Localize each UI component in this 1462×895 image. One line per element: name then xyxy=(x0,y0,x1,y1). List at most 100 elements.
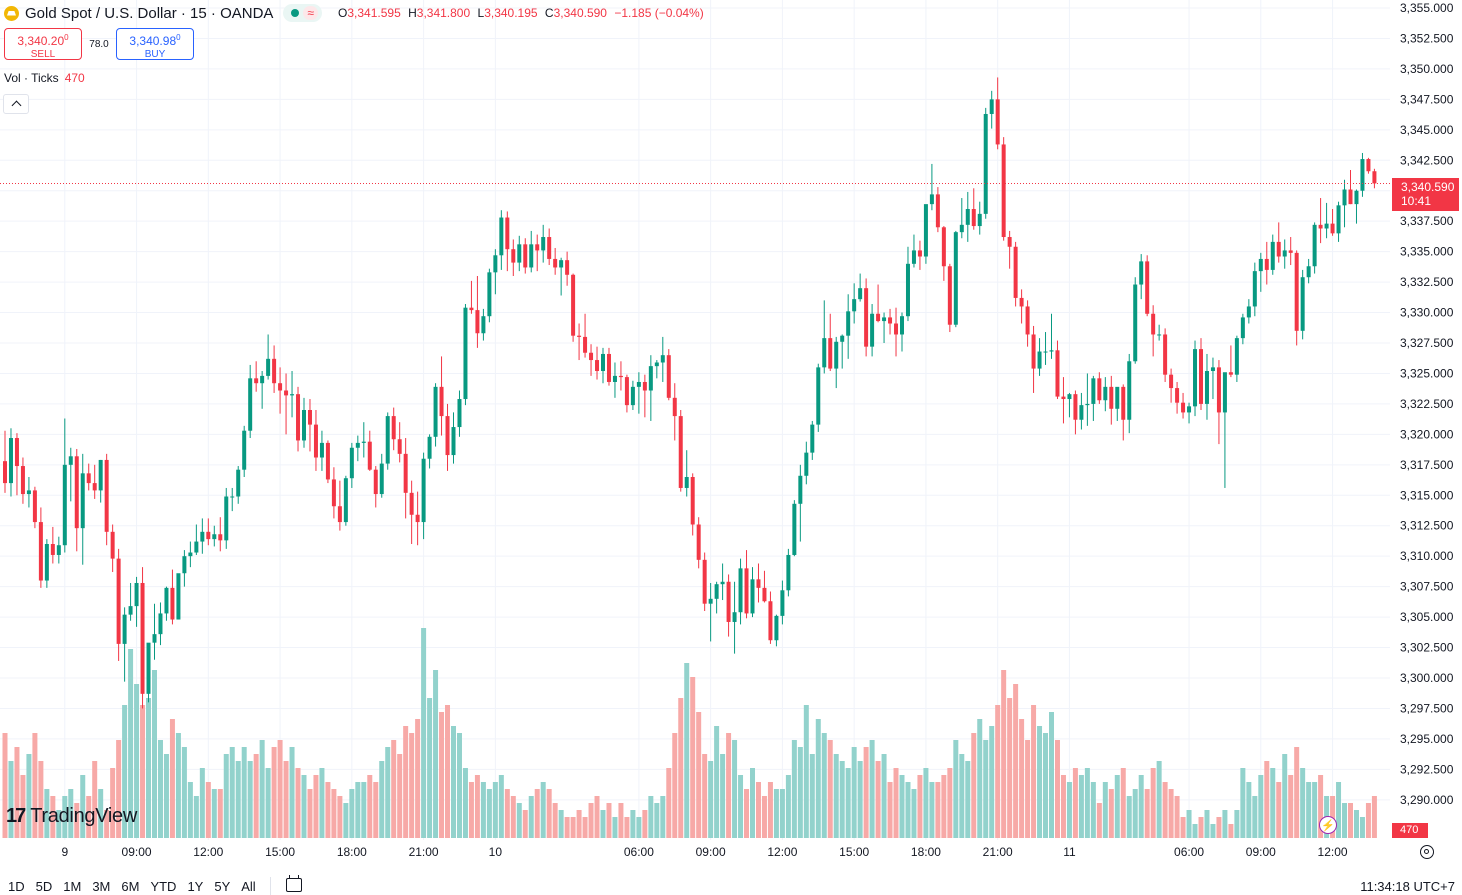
volume-bar xyxy=(1258,775,1264,838)
volume-bar xyxy=(576,810,582,838)
clock-display[interactable]: 11:34:18 UTC+7 xyxy=(1360,879,1455,894)
candle-body xyxy=(1210,367,1215,372)
candle-body xyxy=(1342,189,1347,206)
candle-body xyxy=(403,453,408,493)
volume-bar xyxy=(451,726,456,838)
time-axis[interactable]: 9 09:00 12:00 15:00 18:00 21:00 10 06:00 09:00 12… xyxy=(61,845,1347,859)
volume-bar xyxy=(570,817,576,838)
volume-bar xyxy=(522,810,528,838)
price-tick-label: 3,302.500 xyxy=(1400,641,1454,655)
candle-body xyxy=(1264,258,1269,270)
candle-body xyxy=(421,458,426,523)
candle-body xyxy=(1252,271,1257,307)
candle-body xyxy=(1145,261,1150,314)
volume-bar xyxy=(92,761,98,838)
volume-bar xyxy=(887,782,893,838)
volume-bar xyxy=(128,649,134,838)
volume-bar xyxy=(1138,775,1144,838)
volume-bar xyxy=(367,775,373,838)
sell-button[interactable]: 3,340.200 SELL xyxy=(4,28,82,60)
volume-bar xyxy=(881,754,887,838)
range-5y[interactable]: 5Y xyxy=(214,879,231,894)
candle-body xyxy=(481,316,486,334)
volume-bar xyxy=(1114,775,1120,838)
candle-body xyxy=(284,390,289,396)
volume-bar xyxy=(803,705,809,838)
range-3m[interactable]: 3M xyxy=(92,879,111,894)
volume-bar xyxy=(732,740,738,838)
candle-body xyxy=(1103,386,1108,401)
candle-body xyxy=(128,606,133,615)
volume-indicator-legend[interactable]: Vol · Ticks 470 xyxy=(4,71,85,85)
candle-body xyxy=(1157,334,1162,336)
volume-bar xyxy=(1222,810,1228,838)
candle-body xyxy=(1366,159,1371,172)
candle-body xyxy=(1240,317,1245,339)
candle-body xyxy=(1097,378,1102,401)
tradingview-logo[interactable]: 17 TradingView xyxy=(6,805,137,828)
candle-body xyxy=(266,358,271,376)
volume-bar xyxy=(26,754,32,838)
volume-bars xyxy=(2,628,1377,838)
volume-bar xyxy=(1108,789,1114,838)
candle-body xyxy=(1151,313,1156,335)
volume-bar xyxy=(1359,817,1365,838)
volume-bar xyxy=(1240,768,1246,838)
symbol-title[interactable]: Gold Spot / U.S. Dollar · 15 · OANDA xyxy=(25,4,274,22)
candle-body xyxy=(828,338,833,369)
range-5d[interactable]: 5D xyxy=(35,879,53,894)
candle-body xyxy=(935,194,940,228)
time-tick-label: 09:00 xyxy=(1246,845,1276,859)
volume-bar xyxy=(624,817,630,838)
volume-bar xyxy=(917,775,923,838)
candle-body xyxy=(798,475,803,504)
candle-body xyxy=(589,352,594,361)
volume-bar xyxy=(1168,789,1174,838)
volume-bar xyxy=(241,747,247,838)
lightning-icon[interactable]: ⚡ xyxy=(1319,816,1337,834)
candle-body xyxy=(977,213,982,227)
volume-bar xyxy=(474,775,480,838)
candle-body xyxy=(1204,371,1209,404)
volume-bar xyxy=(74,803,80,838)
range-6m[interactable]: 6M xyxy=(121,879,140,894)
candle-body xyxy=(260,375,265,384)
market-status-pill[interactable]: ≈ xyxy=(283,4,323,22)
range-1m[interactable]: 1M xyxy=(63,879,82,894)
gear-icon[interactable] xyxy=(1420,845,1434,859)
volume-bar xyxy=(253,754,259,838)
volume-bar xyxy=(349,789,355,838)
candle-body xyxy=(858,288,863,300)
price-axis[interactable]: 3,355.000 3,352.500 3,350.000 3,347.500 3,34… xyxy=(1400,1,1454,807)
candle-body xyxy=(427,436,432,459)
volume-bar xyxy=(594,796,600,838)
range-ytd[interactable]: YTD xyxy=(150,879,177,894)
range-1d[interactable]: 1D xyxy=(8,879,25,894)
volume-bar xyxy=(935,782,941,838)
volume-bar xyxy=(68,789,74,838)
candle-body xyxy=(744,568,749,614)
candle-body xyxy=(1187,406,1192,413)
volume-bar xyxy=(738,775,744,838)
volume-bar xyxy=(750,768,755,838)
volume-bar xyxy=(1192,824,1198,838)
candle-body xyxy=(876,313,881,322)
volume-bar xyxy=(1049,712,1054,838)
buy-button[interactable]: 3,340.980 BUY xyxy=(116,28,194,60)
volume-bar xyxy=(546,789,552,838)
candle-body xyxy=(529,244,534,268)
volume-bar xyxy=(959,754,965,838)
volume-bar xyxy=(146,698,152,838)
volume-bar xyxy=(1300,768,1306,838)
range-1y[interactable]: 1Y xyxy=(187,879,204,894)
range-all[interactable]: All xyxy=(241,879,256,894)
candle-body xyxy=(714,584,719,599)
volume-bar xyxy=(44,789,50,838)
calendar-icon[interactable] xyxy=(286,875,302,892)
collapse-legend-button[interactable] xyxy=(3,94,29,114)
volume-bar xyxy=(971,733,977,838)
candle-body xyxy=(1073,394,1078,420)
volume-bar xyxy=(941,775,947,838)
candle-body xyxy=(1312,224,1317,267)
